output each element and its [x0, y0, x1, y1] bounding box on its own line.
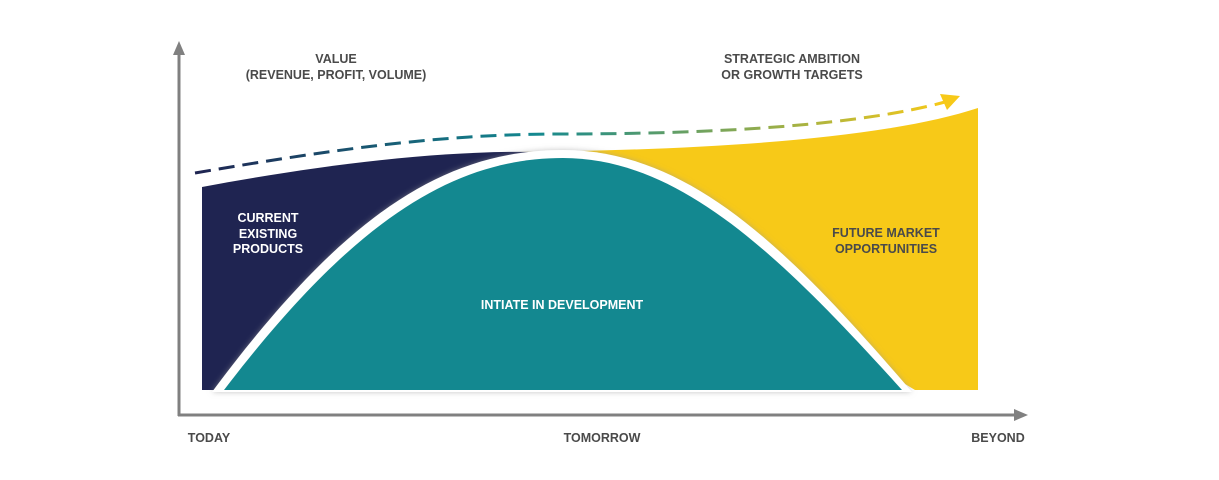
development-area: [224, 158, 902, 390]
region-label: EXISTING: [239, 227, 297, 241]
x-label: TOMORROW: [564, 431, 641, 445]
target-label: OR GROWTH TARGETS: [721, 68, 862, 82]
region-label: PRODUCTS: [233, 242, 303, 256]
y-label: VALUE: [315, 52, 356, 66]
y-label: (REVENUE, PROFIT, VOLUME): [246, 68, 427, 82]
target-line: [194, 100, 946, 175]
x-arrow: [1014, 409, 1028, 421]
region-label: CURRENT: [237, 211, 298, 225]
target-label: STRATEGIC AMBITION: [724, 52, 860, 66]
target-arrow: [940, 94, 960, 110]
y-arrow: [173, 41, 185, 55]
region-label: OPPORTUNITIES: [835, 242, 937, 256]
region-label: FUTURE MARKET: [832, 226, 940, 240]
x-label: TODAY: [188, 431, 231, 445]
region-label: INTIATE IN DEVELOPMENT: [481, 298, 644, 312]
x-label: BEYOND: [971, 431, 1024, 445]
